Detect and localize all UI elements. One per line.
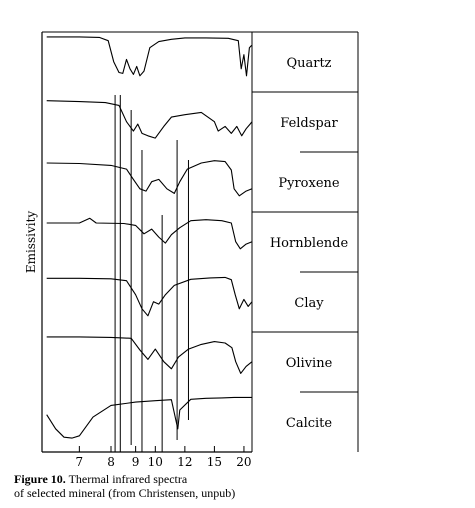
mineral-label-column: Quartz Feldspar Pyroxene Hornblende Clay Oliv… — [252, 31, 359, 452]
x-tick-label-8: 8 — [107, 455, 115, 469]
mineral-label-feldspar: Feldspar — [280, 116, 338, 131]
reference-lines — [114, 95, 189, 452]
plot-frame — [41, 31, 253, 453]
caption-figure-label: Figure 10. — [14, 472, 66, 486]
spectrum-clay — [46, 276, 253, 317]
spectrum-quartz — [46, 36, 252, 77]
spectra-curves — [46, 36, 253, 439]
y-axis-label: Emissivity — [24, 211, 38, 274]
x-axis: 7 8 9 10 12 15 20 — [76, 446, 252, 469]
mineral-label-pyroxene: Pyroxene — [278, 176, 340, 191]
x-tick-label-9: 9 — [132, 455, 140, 469]
mineral-label-hornblende: Hornblende — [270, 236, 349, 251]
caption-line-1: Figure 10. Thermal infrared spectra — [14, 472, 454, 486]
spectrum-feldspar — [46, 100, 253, 139]
mineral-label-olivine: Olivine — [286, 356, 333, 371]
x-tick-label-20: 20 — [236, 455, 251, 469]
x-tick-label-10: 10 — [148, 455, 163, 469]
spectrum-calcite — [46, 396, 252, 439]
x-tick-label-15: 15 — [207, 455, 222, 469]
spectrum-pyroxene — [46, 160, 253, 197]
x-tick-label-12: 12 — [177, 455, 192, 469]
mineral-label-quartz: Quartz — [286, 56, 331, 71]
mineral-label-clay: Clay — [294, 296, 324, 311]
spectrum-hornblende — [46, 217, 253, 250]
spectrum-olivine — [46, 336, 253, 374]
caption-line-2: of selected mineral (from Christensen, u… — [14, 486, 236, 500]
caption-line-1-text: Thermal infrared spectra — [68, 472, 188, 486]
figure-caption: Figure 10. Thermal infrared spectra of s… — [14, 472, 454, 500]
x-tick-label-7: 7 — [76, 455, 84, 469]
mineral-label-calcite: Calcite — [286, 416, 333, 431]
